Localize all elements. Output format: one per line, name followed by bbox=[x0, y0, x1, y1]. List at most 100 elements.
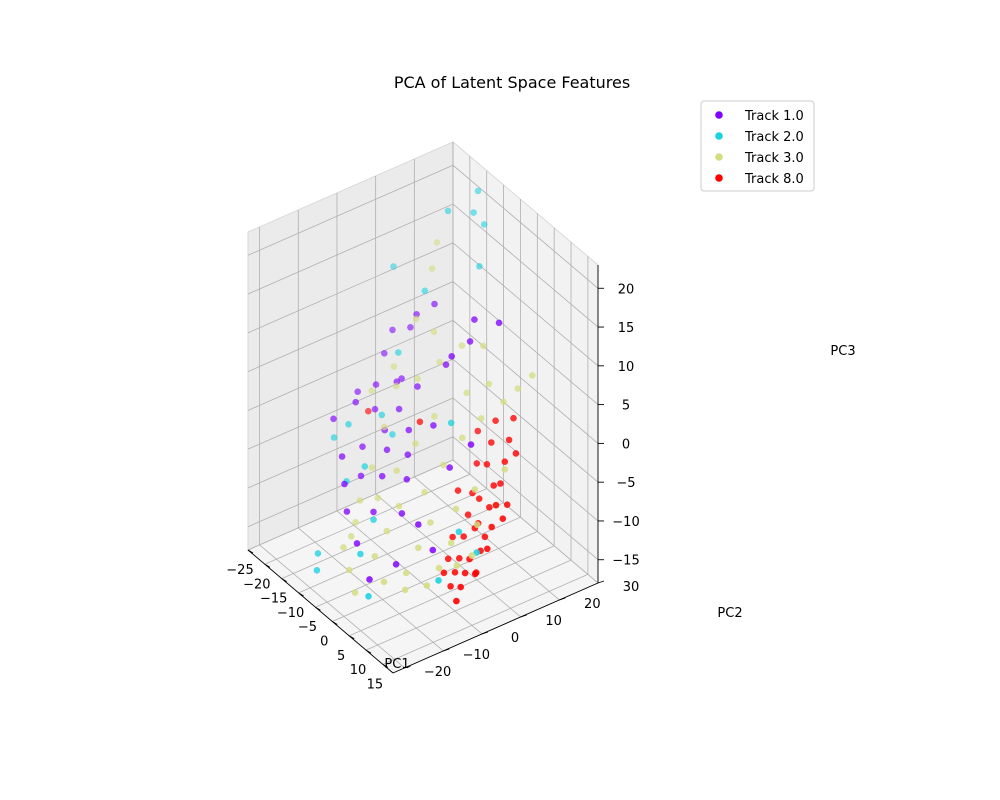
grid-line-pc2-4 bbox=[413, 158, 560, 601]
point-series2-20 bbox=[427, 519, 434, 526]
point-series2-48 bbox=[468, 552, 476, 559]
point-series3-5 bbox=[501, 458, 509, 466]
point-series1-17 bbox=[473, 549, 481, 556]
point-series1-7 bbox=[378, 411, 386, 419]
pc2-axis-label: PC2 bbox=[717, 606, 742, 621]
point-series2-37 bbox=[414, 375, 421, 383]
pc1-tick-label-1: −20 bbox=[243, 577, 270, 592]
pc1-tick-mark-1 bbox=[264, 563, 271, 568]
point-series2-26 bbox=[435, 564, 443, 572]
point-series2-33 bbox=[485, 380, 493, 388]
point-series0-10 bbox=[395, 405, 403, 413]
pc1-tick-mark-3 bbox=[298, 592, 304, 597]
pc2-axis-line bbox=[392, 582, 599, 674]
pc2-tick-mark-5 bbox=[597, 580, 605, 584]
point-series2-6 bbox=[356, 497, 364, 504]
legend-label-0: Track 1.0 bbox=[744, 109, 804, 124]
point-series3-6 bbox=[497, 480, 504, 487]
pc2-tick-label-4: 20 bbox=[584, 597, 601, 612]
point-series2-3 bbox=[393, 382, 400, 390]
point-series2-12 bbox=[431, 413, 438, 420]
grid-line-pc3-5 bbox=[247, 242, 599, 367]
pc2-tick-mark-3 bbox=[520, 614, 527, 618]
pc1-tick-mark-8 bbox=[382, 664, 389, 668]
pc3-tick-label-0: −15 bbox=[612, 554, 639, 569]
pc3-tick-label-7: 20 bbox=[618, 282, 635, 297]
point-series0-28 bbox=[330, 415, 337, 423]
point-series3-25 bbox=[481, 533, 489, 541]
point-series1-0 bbox=[390, 263, 397, 270]
pc1-tick-mark-0 bbox=[247, 549, 254, 554]
pc1-tick-label-5: 0 bbox=[320, 635, 328, 650]
axis-lines bbox=[247, 265, 605, 674]
point-series0-39 bbox=[366, 576, 373, 583]
pc3-tick-label-6: 15 bbox=[618, 321, 635, 336]
point-series0-13 bbox=[378, 472, 386, 480]
pc1-tick-mark-5 bbox=[332, 621, 338, 625]
point-series0-34 bbox=[467, 441, 475, 448]
point-series3-29 bbox=[454, 487, 462, 494]
point-series2-25 bbox=[447, 539, 455, 547]
point-series1-22 bbox=[421, 287, 429, 295]
pc2-tick-labels: −20 −10 0 10 20 30 bbox=[424, 580, 639, 680]
grid-line-pc3-1 bbox=[247, 397, 599, 522]
point-series0-33 bbox=[429, 546, 437, 554]
point-series0-19 bbox=[430, 422, 437, 429]
pc2-tick-label-1: −10 bbox=[463, 648, 490, 663]
point-series2-42 bbox=[340, 544, 347, 551]
point-series2-44 bbox=[351, 589, 359, 596]
point-series1-1 bbox=[444, 207, 452, 215]
point-series0-31 bbox=[341, 480, 348, 488]
point-series3-13 bbox=[456, 555, 463, 562]
point-series1-8 bbox=[389, 431, 396, 438]
point-series1-16 bbox=[435, 577, 442, 584]
point-series3-37 bbox=[475, 495, 483, 503]
point-series3-11 bbox=[464, 511, 472, 518]
point-series0-15 bbox=[370, 508, 377, 516]
point-series2-8 bbox=[347, 533, 355, 540]
point-series3-12 bbox=[460, 533, 468, 540]
legend-marker-1 bbox=[715, 132, 723, 140]
pc1-axis-line bbox=[247, 549, 394, 674]
point-series2-1 bbox=[428, 265, 436, 273]
point-series2-7 bbox=[352, 519, 359, 526]
pc1-tick-mark-4 bbox=[315, 606, 321, 611]
point-series3-32 bbox=[416, 418, 424, 426]
pc3-tick-label-5: 10 bbox=[618, 360, 635, 375]
point-series0-0 bbox=[389, 326, 396, 334]
point-series0-20 bbox=[398, 510, 406, 517]
chart-title: PCA of Latent Space Features bbox=[394, 73, 630, 92]
legend-label-2: Track 3.0 bbox=[744, 151, 804, 166]
point-series0-12 bbox=[414, 383, 421, 390]
point-series2-16 bbox=[421, 488, 428, 496]
point-series1-20 bbox=[313, 567, 321, 574]
point-series3-18 bbox=[457, 583, 465, 591]
point-series0-9 bbox=[357, 472, 365, 480]
legend-marker-2 bbox=[715, 153, 723, 161]
point-series3-30 bbox=[471, 570, 479, 578]
point-series1-15 bbox=[455, 528, 463, 536]
point-series2-17 bbox=[440, 461, 447, 469]
point-series0-27 bbox=[495, 319, 503, 327]
point-series2-24 bbox=[471, 486, 479, 493]
point-series3-20 bbox=[449, 533, 456, 541]
point-series1-2 bbox=[474, 187, 482, 195]
grid-line-pc3-4 bbox=[247, 281, 599, 405]
pc2-tick-label-0: −20 bbox=[424, 665, 451, 680]
point-series2-4 bbox=[380, 423, 388, 431]
point-series2-39 bbox=[479, 342, 487, 350]
point-series0-4 bbox=[371, 405, 379, 413]
point-series2-19 bbox=[477, 415, 485, 422]
point-series3-28 bbox=[473, 460, 481, 467]
point-series3-14 bbox=[451, 569, 459, 576]
point-series3-31 bbox=[499, 515, 507, 522]
point-series2-31 bbox=[514, 385, 522, 392]
point-series2-2 bbox=[412, 315, 420, 323]
grid-line-pc2-2 bbox=[336, 192, 483, 635]
grid-line-pc3-3 bbox=[247, 319, 599, 444]
point-series1-19 bbox=[314, 550, 322, 557]
point-series0-17 bbox=[442, 361, 450, 369]
point-series2-21 bbox=[415, 544, 422, 552]
point-series0-25 bbox=[446, 464, 454, 471]
point-series1-18 bbox=[330, 434, 338, 441]
